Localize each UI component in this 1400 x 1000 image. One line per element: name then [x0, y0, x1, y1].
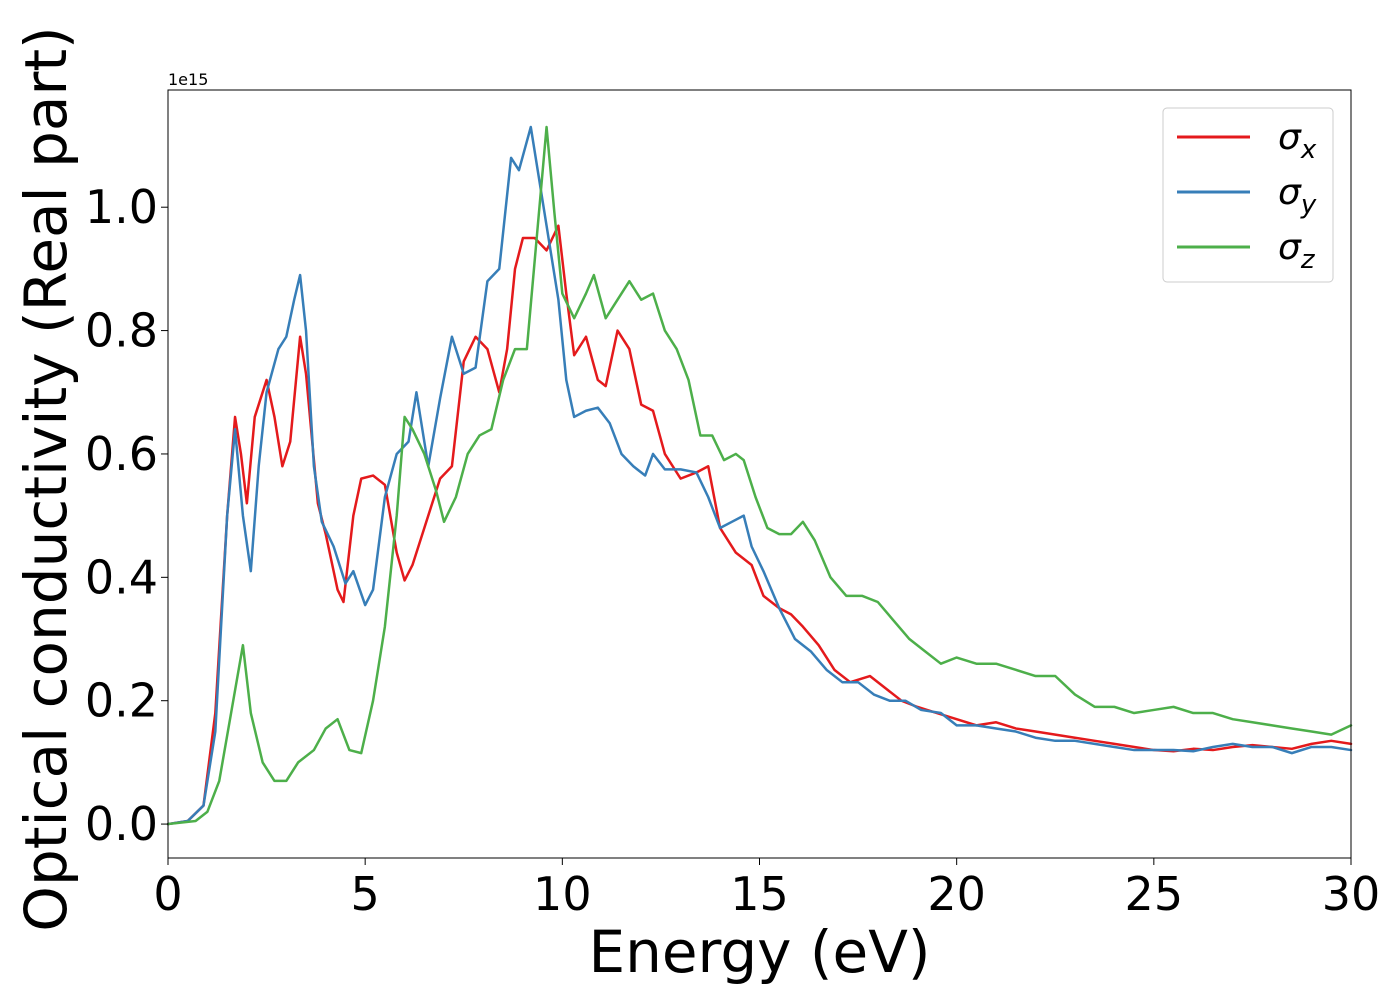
x-tick-label: 15 [730, 867, 789, 921]
y-tick-label: 0.0 [85, 797, 158, 851]
ticks-layer: 0 5 10 15 20 25 30 0.0 0.2 0.4 0.6 0.8 1.0 [85, 180, 1380, 921]
x-tick-label: 25 [1125, 867, 1184, 921]
y-tick-label: 0.8 [85, 304, 158, 358]
series-line-z [166, 125, 1353, 826]
series-line-y [166, 125, 1353, 826]
x-tick-label: 20 [927, 867, 986, 921]
x-tick-label: 0 [153, 867, 182, 921]
y-offset-label: 1e15 [168, 70, 208, 89]
x-tick-label: 10 [533, 867, 592, 921]
series-layer [166, 125, 1353, 826]
y-axis-label: Optical conductivity (Real part) [12, 26, 80, 931]
x-tick-label: 5 [351, 867, 380, 921]
y-tick-label: 1.0 [85, 180, 158, 234]
y-tick-label: 0.6 [85, 427, 158, 481]
x-tick-label: 30 [1322, 867, 1381, 921]
x-axis-label: Energy (eV) [588, 918, 930, 986]
y-tick-label: 0.4 [85, 550, 158, 604]
y-tick-label: 0.2 [85, 674, 158, 728]
legend-box [1162, 107, 1334, 283]
